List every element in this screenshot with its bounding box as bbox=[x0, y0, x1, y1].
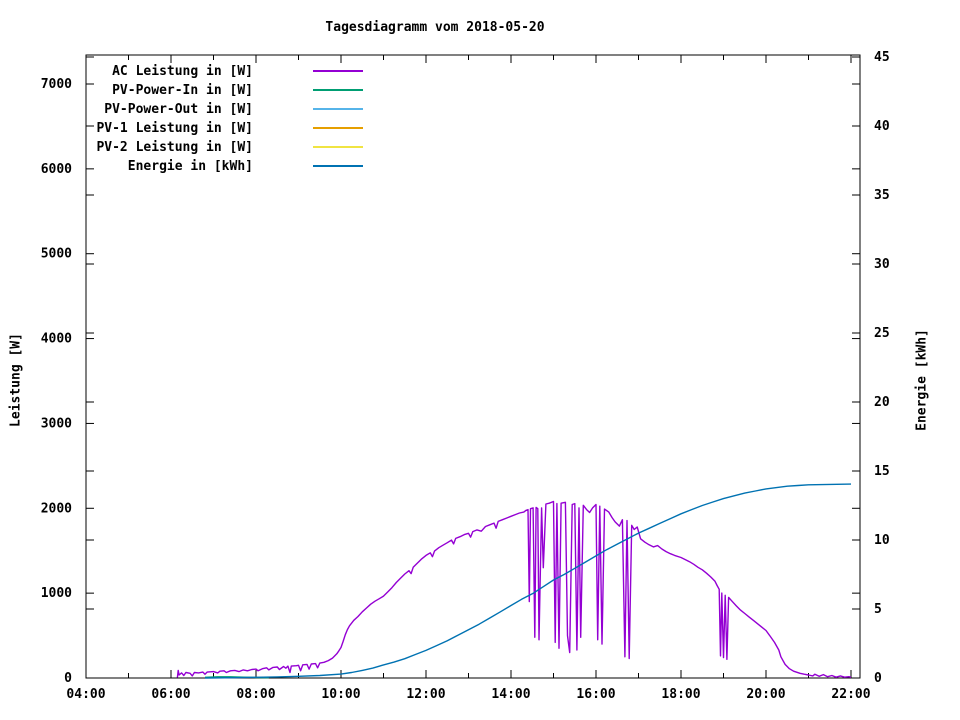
legend-label: PV-Power-Out in [W] bbox=[104, 102, 253, 117]
plot-frame bbox=[85, 54, 861, 679]
y-tick-label-right: 20 bbox=[874, 395, 890, 410]
y-tick-label-right: 10 bbox=[874, 533, 890, 548]
y-tick-label-right: 5 bbox=[874, 602, 882, 617]
y-tick-label-left: 0 bbox=[64, 671, 72, 686]
series-energie-in-kwh bbox=[204, 483, 852, 679]
x-tick-label: 10:00 bbox=[321, 687, 360, 702]
y-tick-label-left: 1000 bbox=[41, 586, 72, 601]
y-tick-label-right: 40 bbox=[874, 119, 890, 134]
legend-label: PV-2 Leistung in [W] bbox=[96, 140, 253, 155]
x-tick-label: 18:00 bbox=[661, 687, 700, 702]
x-tick-label: 20:00 bbox=[746, 687, 785, 702]
x-tick-label: 12:00 bbox=[406, 687, 445, 702]
y-tick-label-right: 0 bbox=[874, 671, 882, 686]
x-tick-label: 04:00 bbox=[66, 687, 105, 702]
y-tick-label-right: 45 bbox=[874, 50, 890, 65]
x-tick-label: 06:00 bbox=[151, 687, 190, 702]
series-ac-leistung-in-w bbox=[176, 500, 852, 678]
x-tick-label: 14:00 bbox=[491, 687, 530, 702]
legend-label: PV-Power-In in [W] bbox=[112, 83, 253, 98]
y-tick-label-left: 7000 bbox=[41, 77, 72, 92]
x-tick-label: 08:00 bbox=[236, 687, 275, 702]
y-tick-label-left: 3000 bbox=[41, 416, 72, 431]
legend-label: AC Leistung in [W] bbox=[112, 64, 253, 79]
legend-label: Energie in [kWh] bbox=[128, 159, 253, 174]
y-tick-label-right: 35 bbox=[874, 188, 890, 203]
y-tick-label-right: 15 bbox=[874, 464, 890, 479]
y-tick-label-left: 2000 bbox=[41, 501, 72, 516]
y-tick-label-right: 25 bbox=[874, 326, 890, 341]
chart-title: Tagesdiagramm vom 2018-05-20 bbox=[325, 20, 545, 35]
y-tick-label-left: 4000 bbox=[41, 332, 72, 347]
x-tick-label: 16:00 bbox=[576, 687, 615, 702]
y-tick-label-left: 6000 bbox=[41, 162, 72, 177]
x-tick-label: 22:00 bbox=[831, 687, 870, 702]
legend-label: PV-1 Leistung in [W] bbox=[96, 121, 253, 136]
y-tick-label-left: 5000 bbox=[41, 247, 72, 262]
y-tick-label-right: 30 bbox=[874, 257, 890, 272]
